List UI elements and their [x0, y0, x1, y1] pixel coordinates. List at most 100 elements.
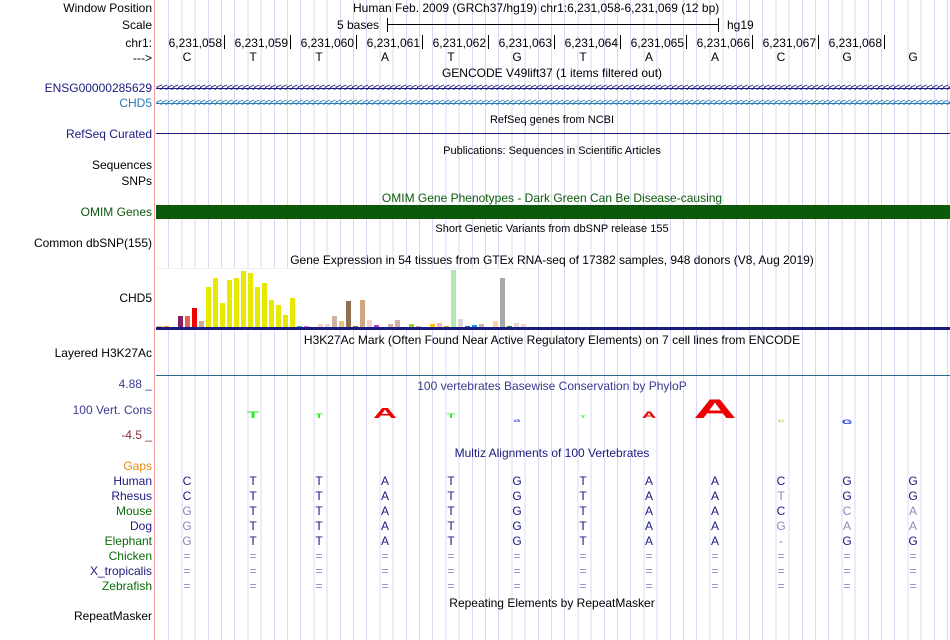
species-label[interactable]: Chicken [108, 549, 152, 563]
track-label-cons[interactable]: 100 Vert. Cons [72, 403, 152, 417]
publications-title: Publications: Sequences in Scientific Ar… [443, 145, 661, 157]
gtex-tissue-bar[interactable] [206, 287, 211, 328]
gtex-tissue-bar[interactable] [332, 315, 337, 328]
gtex-title: Gene Expression in 54 tissues from GTEx … [290, 253, 814, 267]
track-label-repeatmasker[interactable]: RepeatMasker [73, 609, 152, 623]
gtex-tissue-bar[interactable] [521, 323, 526, 328]
species-label[interactable]: Human [113, 474, 152, 488]
gtex-tissue-bar[interactable] [479, 323, 484, 328]
gtex-tissue-bar[interactable] [437, 322, 442, 328]
gtex-tissue-bar[interactable] [451, 270, 456, 328]
gtex-tissue-bar[interactable] [325, 323, 330, 328]
gtex-tissue-bar[interactable] [241, 271, 246, 328]
gtex-bar-chart[interactable] [156, 268, 534, 328]
alignment-base: T [447, 534, 455, 548]
gtex-tissue-bar[interactable] [514, 322, 519, 328]
alignment-base: = [777, 579, 785, 593]
alignment-base: C [776, 474, 786, 488]
species-label[interactable]: Mouse [115, 504, 152, 518]
gtex-tissue-bar[interactable] [318, 323, 323, 328]
gtex-tissue-bar[interactable] [388, 323, 393, 328]
species-label[interactable]: Zebrafish [101, 579, 152, 593]
alignment-base: T [579, 489, 587, 503]
alignment-base: T [447, 504, 455, 518]
alignment-base: T [315, 534, 323, 548]
species-label[interactable]: Dog [129, 519, 152, 533]
alignment-base: = [645, 549, 653, 563]
multiz-title: Multiz Alignments of 100 Vertebrates [454, 446, 650, 460]
alignment-base: C [842, 504, 852, 518]
species-label[interactable]: Rhesus [111, 489, 152, 503]
gtex-tissue-bar[interactable] [276, 304, 281, 328]
track-label-snps[interactable]: SNPs [121, 174, 152, 188]
refseq-gene-line[interactable] [156, 133, 950, 134]
alignment-base: = [579, 549, 587, 563]
gtex-tissue-bar[interactable] [227, 280, 232, 328]
cons-max-label: 4.88 _ [118, 377, 152, 391]
gtex-tissue-bar[interactable] [248, 273, 253, 328]
gtex-tissue-bar[interactable] [234, 278, 239, 328]
alignment-base: T [315, 519, 323, 533]
alignment-base: A [380, 489, 390, 503]
phylop-base-glyph: A [373, 405, 397, 421]
omim-gene-bar[interactable] [156, 205, 950, 219]
gtex-tissue-bar[interactable] [409, 323, 414, 328]
position-label: 6,231,065 [630, 36, 684, 50]
gtex-tissue-bar[interactable] [339, 321, 344, 328]
gtex-tissue-bar[interactable] [346, 301, 351, 328]
gtex-tissue-bar[interactable] [472, 325, 477, 328]
gtex-tissue-bar[interactable] [500, 278, 505, 328]
alignment-base: = [645, 564, 653, 578]
track-label-h3k27ac[interactable]: Layered H3K27Ac [54, 346, 152, 360]
phylop-logo[interactable]: T T A T G T A A C G [156, 390, 950, 430]
gtex-tissue-bar[interactable] [430, 323, 435, 328]
track-label-sequences[interactable]: Sequences [91, 158, 152, 172]
gtex-tissue-bar[interactable] [458, 319, 463, 328]
track-label-chd5[interactable]: CHD5 [119, 96, 152, 110]
species-label[interactable]: X_tropicalis [89, 564, 152, 578]
reference-base: T [447, 50, 455, 64]
gtex-tissue-bar[interactable] [213, 278, 218, 328]
gtex-tissue-bar[interactable] [178, 315, 183, 328]
alignment-base: A [710, 474, 720, 488]
gtex-tissue-bar[interactable] [192, 308, 197, 328]
gtex-tissue-bar[interactable] [262, 283, 267, 328]
alignment-base: = [315, 579, 323, 593]
ensg-gene-feature[interactable]: <<<<<<<<<<<<<<<<<<<<<<<<<<<<<<<<<<<<<<<<… [156, 83, 950, 93]
gtex-tissue-bar[interactable] [185, 315, 190, 328]
gtex-tissue-bar[interactable] [269, 300, 274, 328]
gtex-tissue-bar[interactable] [290, 298, 295, 328]
alignment-base: T [315, 489, 323, 503]
alignment-base: G [908, 489, 918, 503]
position-tick [620, 35, 621, 49]
gtex-tissue-bar[interactable] [199, 321, 204, 328]
gtex-tissue-bar[interactable] [395, 319, 400, 328]
track-label-gtex[interactable]: CHD5 [119, 291, 152, 305]
track-label-ensg[interactable]: ENSG00000285629 [44, 81, 152, 95]
track-label-refseq[interactable]: RefSeq Curated [65, 127, 152, 141]
gtex-tissue-bar[interactable] [374, 325, 379, 328]
dbsnp-title: Short Genetic Variants from dbSNP releas… [435, 223, 669, 235]
chd5-gene-feature[interactable]: <<<<<<<<<<<<<<<<<<<<<<<<<<<<<<<<<<<<<<<<… [156, 98, 950, 108]
gtex-tissue-bar[interactable] [283, 314, 288, 328]
alignment-base: = [711, 549, 719, 563]
alignment-base: = [381, 579, 389, 593]
position-label: 6,231,060 [300, 36, 354, 50]
gtex-tissue-bar[interactable] [220, 303, 225, 328]
alignment-base: = [843, 579, 851, 593]
track-label-dbsnp[interactable]: Common dbSNP(155) [33, 236, 152, 250]
track-label-omim[interactable]: OMIM Genes [80, 205, 152, 219]
gtex-tissue-bar[interactable] [255, 287, 260, 328]
gtex-tissue-bar[interactable] [493, 321, 498, 328]
alignment-base: = [777, 564, 785, 578]
alignment-base: A [380, 519, 390, 533]
position-label: 6,231,062 [432, 36, 486, 50]
alignment-base: = [249, 549, 257, 563]
phylop-base-glyph: C [778, 419, 784, 423]
label-strand[interactable]: ---> [133, 51, 152, 65]
gtex-tissue-bar[interactable] [367, 319, 372, 328]
position-tick [554, 35, 555, 49]
species-label[interactable]: Elephant [104, 534, 152, 548]
gtex-tissue-bar[interactable] [360, 300, 365, 328]
